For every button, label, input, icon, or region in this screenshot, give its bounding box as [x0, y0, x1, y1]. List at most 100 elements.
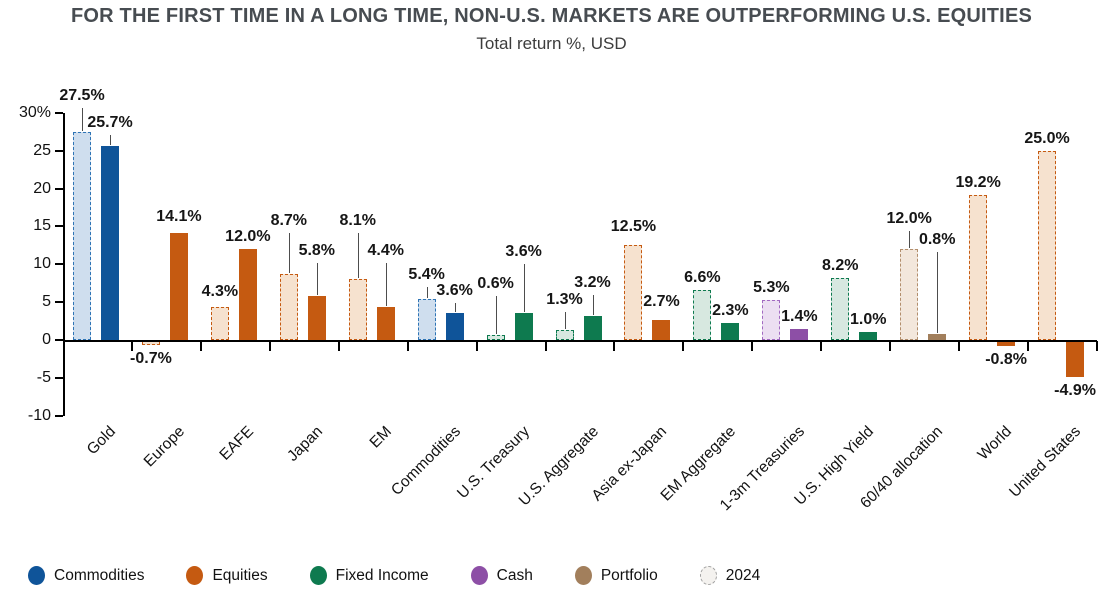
- y-axis-tick: [55, 414, 63, 417]
- legend-label-equities: Equities: [212, 566, 268, 584]
- x-axis-tick: [544, 341, 547, 351]
- bar-eafe-y2024: [210, 307, 229, 340]
- bar-commodities-y2024: [417, 299, 436, 340]
- value-label-gold-current: 25.7%: [87, 113, 133, 131]
- bar-united-states-y2024: [1038, 150, 1057, 340]
- bar-u-s-aggregate-current: [583, 315, 602, 340]
- y-axis-tick: [55, 376, 63, 379]
- value-label-asia-ex-japan-current: 2.7%: [643, 292, 680, 310]
- value-label-em-aggregate-y2024: 6.6%: [684, 269, 721, 287]
- value-label-u-s-treasury-y2024: 0.6%: [477, 275, 514, 293]
- y-axis-tick: [55, 149, 63, 152]
- value-label-japan-current: 5.8%: [298, 242, 336, 260]
- bar-u-s-treasury-current: [514, 312, 533, 340]
- value-label-eafe-current: 12.0%: [225, 228, 271, 246]
- legend-label-portfolio: Portfolio: [600, 566, 658, 584]
- bar-em-aggregate-y2024: [693, 290, 712, 340]
- value-label-60-40-allocation-current: 0.8%: [918, 230, 956, 248]
- y-tick-label: 0: [42, 331, 51, 348]
- bar-60-40-allocation-y2024: [900, 249, 919, 340]
- legend-item-commodities: Commodities: [28, 566, 144, 585]
- bar-united-states-current: [1066, 340, 1085, 378]
- value-label-europe-current: 14.1%: [156, 208, 202, 226]
- legend-label-2024: 2024: [725, 566, 761, 584]
- bar-commodities-current: [445, 312, 464, 340]
- legend-item-equities: Equities: [186, 566, 268, 585]
- legend-item-portfolio: Portfolio: [574, 566, 658, 585]
- value-leader-line: [523, 263, 525, 312]
- x-axis-tick: [199, 341, 202, 351]
- x-axis-tick: [889, 341, 892, 351]
- x-axis-baseline: [63, 339, 1097, 342]
- y-tick-label: -10: [27, 406, 51, 424]
- legend: Commodities Equities Fixed Income Cash Portf…: [28, 566, 760, 585]
- y-axis-tick: [55, 263, 63, 266]
- x-axis-tick: [613, 341, 616, 351]
- value-leader-line: [288, 233, 290, 274]
- value-leader-line: [454, 302, 456, 312]
- value-label-em-current: 4.4%: [367, 241, 404, 259]
- bar-gold-y2024: [73, 131, 91, 340]
- value-label-1-3m-treasuries-current: 1.4%: [781, 308, 818, 326]
- chart-subtitle: Total return %, USD: [476, 34, 627, 53]
- bar-asia-ex-japan-y2024: [624, 245, 643, 340]
- value-label-u-s-high-yield-current: 1.0%: [850, 311, 887, 329]
- y-axis-line: [63, 112, 65, 416]
- value-label-em-aggregate-current: 2.3%: [712, 301, 749, 319]
- bar-europe-current: [169, 233, 188, 340]
- y-tick-label: -5: [36, 368, 51, 386]
- legend-swatch-cash: [470, 566, 488, 585]
- x-axis-tick: [337, 341, 340, 351]
- bar-1-3m-treasuries-y2024: [762, 299, 781, 340]
- bar-asia-ex-japan-current: [652, 319, 671, 340]
- legend-swatch-fixed-income: [309, 566, 327, 585]
- y-axis-tick: [55, 339, 63, 341]
- value-label-commodities-current: 3.6%: [436, 281, 473, 299]
- bar-eafe-current: [238, 249, 257, 340]
- x-axis-tick: [1027, 341, 1030, 351]
- legend-item-cash: Cash: [470, 566, 533, 585]
- legend-swatch-portfolio: [574, 566, 592, 585]
- x-axis-tick: [475, 341, 478, 351]
- bar-u-s-aggregate-y2024: [555, 330, 574, 340]
- value-label-united-states-y2024: 25.0%: [1024, 129, 1070, 147]
- value-leader-line: [110, 134, 111, 145]
- bar-japan-y2024: [279, 274, 298, 340]
- y-tick-label: 15: [33, 217, 51, 235]
- value-label-asia-ex-japan-y2024: 12.5%: [610, 218, 657, 236]
- bar-gold-current: [101, 145, 119, 340]
- value-leader-line: [495, 296, 497, 335]
- value-label-gold-y2024: 27.5%: [59, 86, 105, 104]
- legend-swatch-commodities: [28, 566, 45, 585]
- value-leader-line: [316, 263, 318, 296]
- legend-swatch-equities: [186, 566, 204, 585]
- bar-world-current: [997, 340, 1016, 347]
- legend-item-fixed-income: Fixed Income: [309, 566, 429, 585]
- value-leader-line: [909, 231, 911, 249]
- legend-label-cash: Cash: [496, 566, 533, 584]
- x-axis-tick: [1096, 341, 1098, 351]
- bar-u-s-high-yield-current: [859, 332, 878, 340]
- chart-title: FOR THE FIRST TIME IN A LONG TIME, NON-U…: [70, 5, 1033, 27]
- value-label-eafe-y2024: 4.3%: [201, 283, 239, 301]
- value-label-united-states-current: -4.9%: [1054, 382, 1096, 400]
- value-label-u-s-aggregate-y2024: 1.3%: [546, 291, 583, 309]
- legend-label-commodities: Commodities: [54, 566, 145, 584]
- value-leader-line: [564, 312, 566, 330]
- bar-em-y2024: [348, 278, 367, 340]
- value-leader-line: [385, 262, 387, 306]
- bar-1-3m-treasuries-current: [790, 329, 809, 340]
- value-leader-line: [357, 232, 359, 278]
- x-axis-tick: [406, 341, 409, 351]
- value-label-commodities-y2024: 5.4%: [408, 266, 445, 284]
- value-leader-line: [937, 251, 939, 333]
- y-tick-label: 20: [33, 179, 51, 197]
- value-label-world-current: -0.8%: [985, 351, 1028, 369]
- value-label-1-3m-treasuries-y2024: 5.3%: [753, 278, 790, 296]
- y-axis-tick: [55, 187, 63, 190]
- value-leader-line: [592, 294, 594, 315]
- y-tick-label: 5: [42, 293, 51, 311]
- bar-u-s-high-yield-y2024: [831, 277, 850, 340]
- y-tick-label: 25: [33, 141, 51, 159]
